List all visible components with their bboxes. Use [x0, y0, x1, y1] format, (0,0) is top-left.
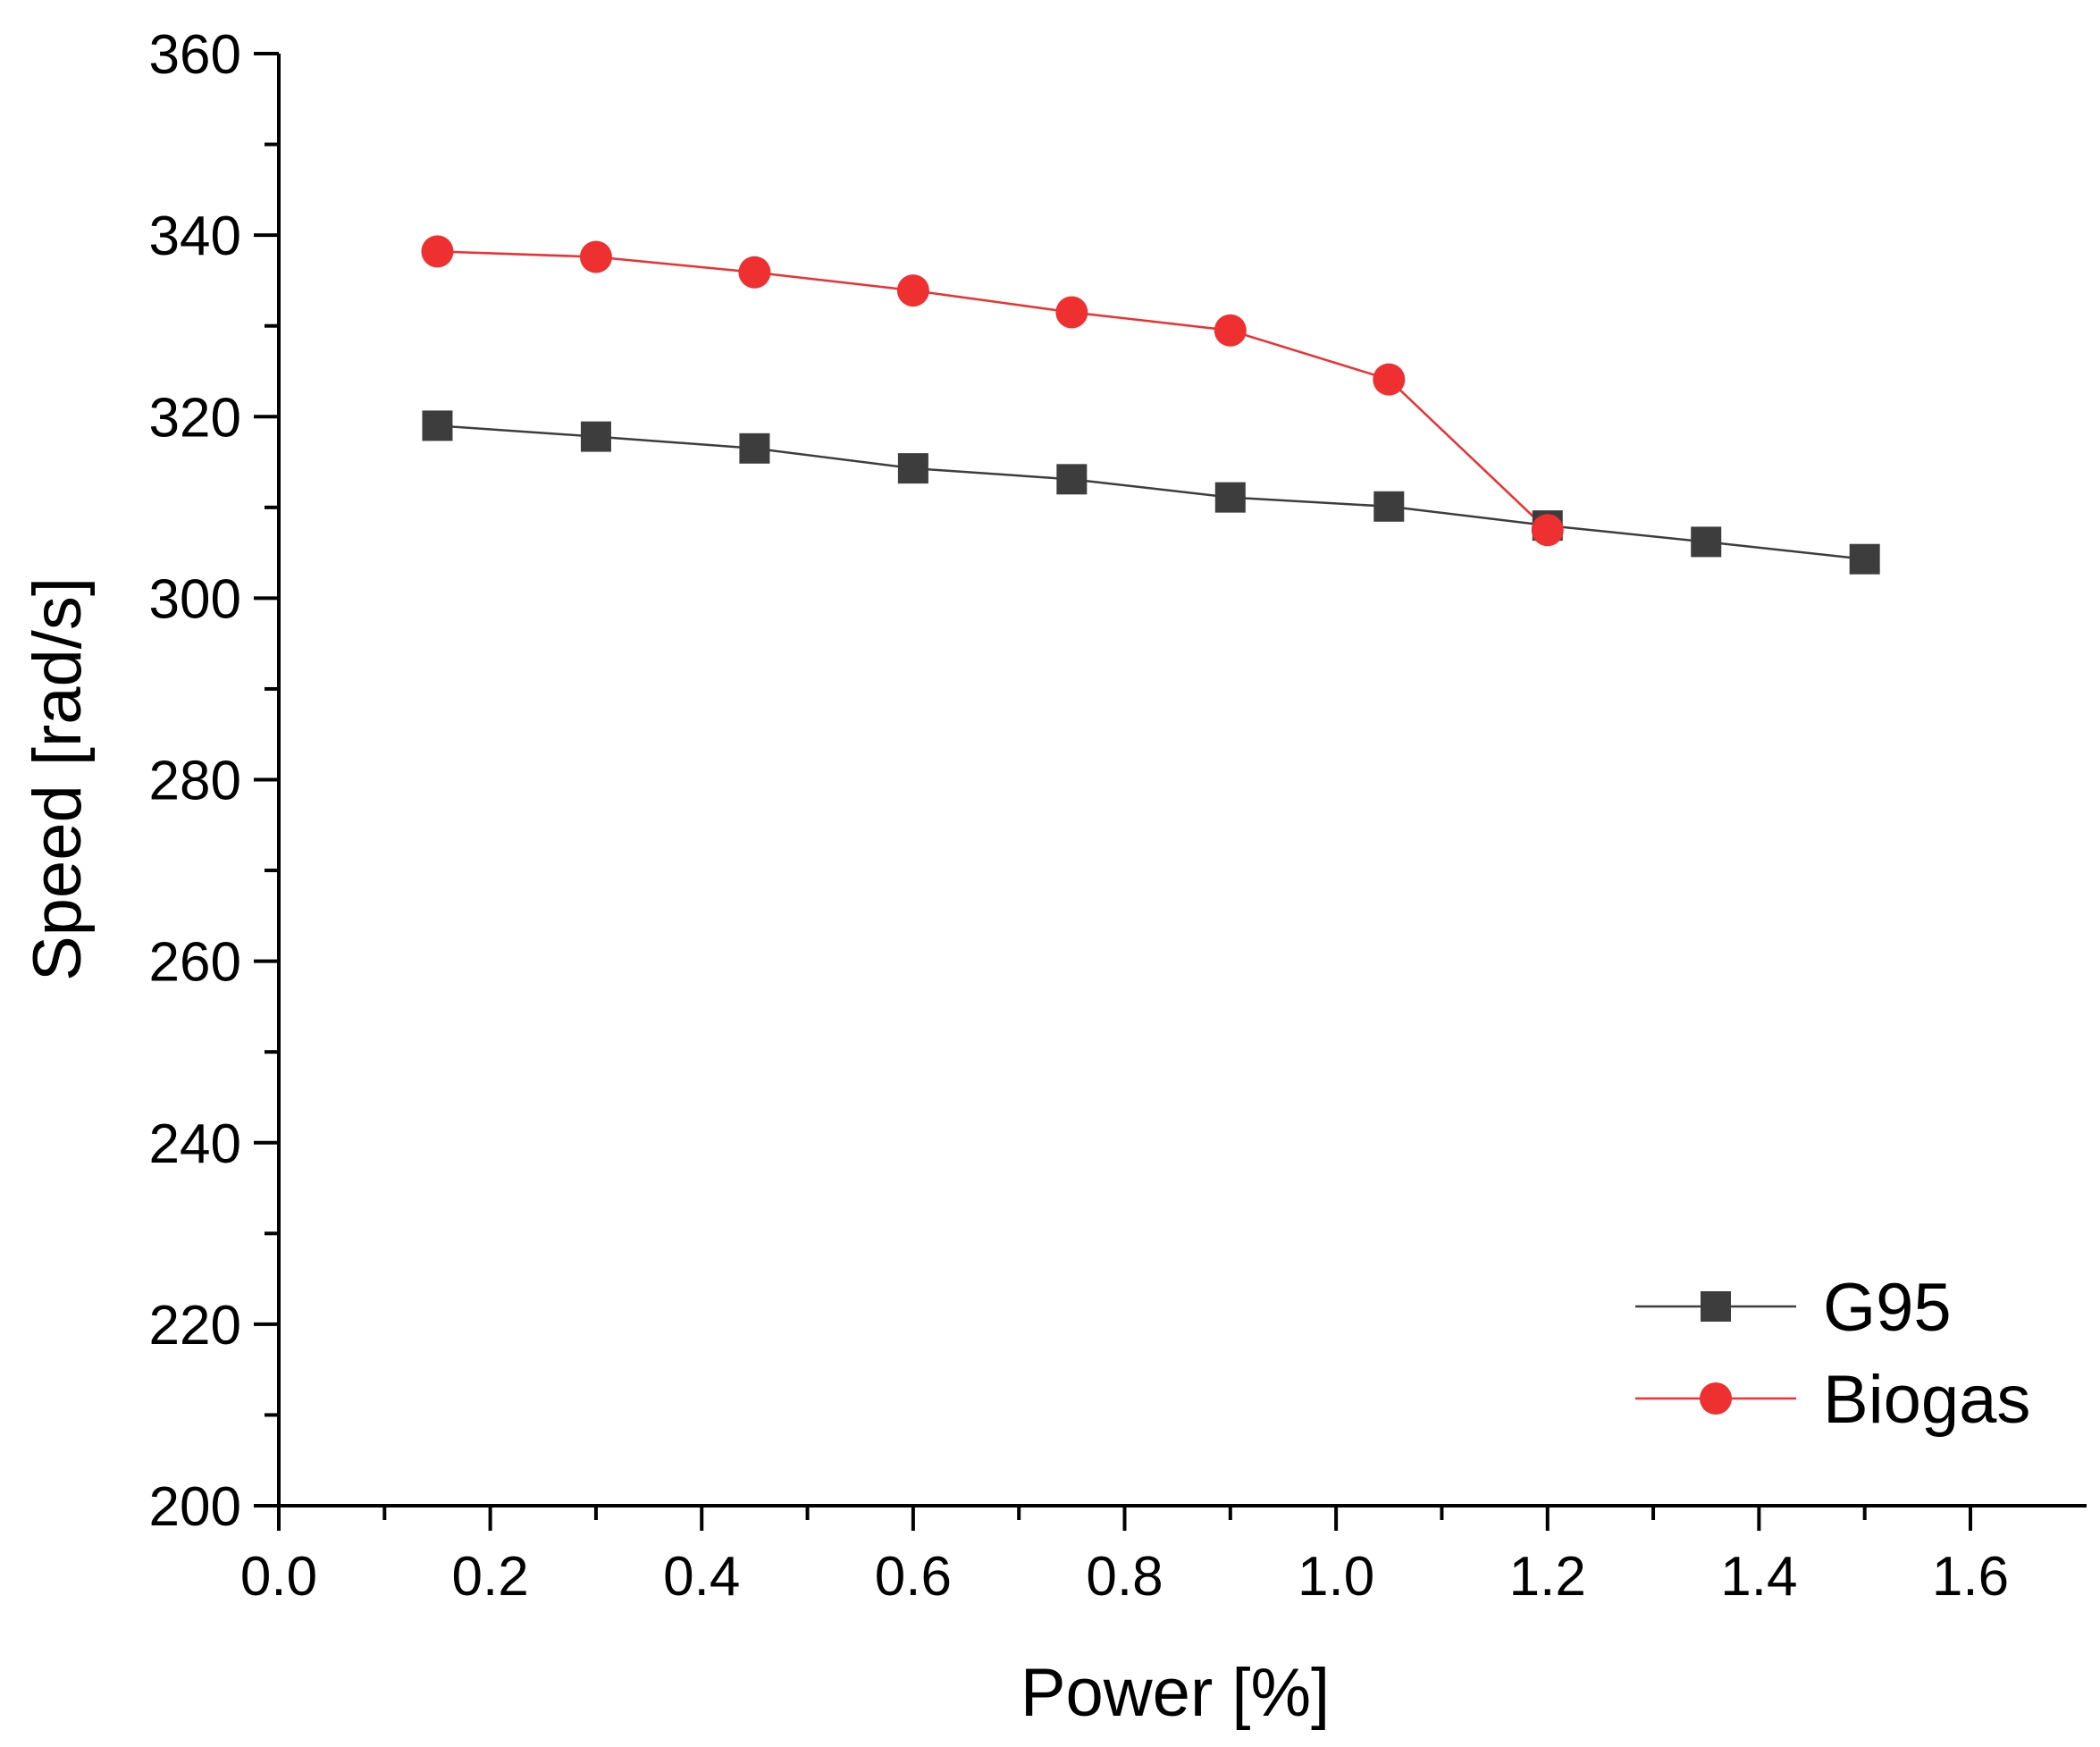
x-tick-label: 0.4	[663, 1546, 740, 1608]
x-tick-label: 1.2	[1509, 1546, 1586, 1608]
data-point-g95	[1056, 464, 1088, 495]
y-tick-label: 340	[149, 206, 241, 267]
y-tick-label: 320	[149, 387, 241, 449]
y-tick-label: 360	[149, 24, 241, 86]
series-line-biogas	[437, 250, 1549, 532]
data-point-biogas	[421, 235, 454, 268]
y-tick-label: 280	[149, 751, 241, 812]
y-tick-label: 300	[149, 568, 241, 630]
series-markers	[421, 235, 1880, 575]
legend-item-g95: G95	[1635, 1270, 1952, 1346]
data-point-g95	[739, 433, 770, 464]
data-point-biogas	[896, 274, 929, 307]
data-point-g95	[580, 421, 611, 452]
x-tick-label: 1.6	[1932, 1546, 2009, 1608]
data-point-g95	[1373, 491, 1405, 522]
data-point-g95	[1214, 482, 1246, 513]
y-axis-ticks: 200 220 240 260 280 300 320 340 360	[149, 24, 279, 1538]
x-axis-title: Power [%]	[1021, 1655, 1330, 1731]
plot-area: 200 220 240 260 280 300 320 340 360 0.0 0.2 0.4 0.6…	[149, 24, 2087, 1608]
x-tick-label: 0.6	[875, 1546, 952, 1608]
series-line-g95	[437, 424, 1865, 560]
data-point-biogas	[1531, 514, 1564, 547]
x-tick-label: 0.0	[240, 1546, 317, 1608]
data-point-g95	[1691, 526, 1722, 558]
x-tick-label: 1.4	[1720, 1546, 1797, 1608]
data-point-g95	[1849, 543, 1880, 575]
data-point-biogas	[579, 240, 612, 273]
y-tick-label: 240	[149, 1113, 241, 1175]
data-point-g95	[422, 410, 453, 441]
legend-marker-biogas	[1700, 1382, 1732, 1415]
x-tick-label: 0.8	[1086, 1546, 1163, 1608]
legend-item-biogas: Biogas	[1635, 1362, 2030, 1438]
data-point-biogas	[738, 256, 771, 289]
x-tick-label: 1.0	[1298, 1546, 1374, 1608]
data-point-biogas	[1214, 314, 1247, 347]
legend-label-g95: G95	[1823, 1270, 1952, 1346]
y-axis-title: Speed [rad/s]	[20, 577, 96, 981]
x-axis-ticks: 0.0 0.2 0.4 0.6 0.8 1.0 1.2 1.4 1.6	[240, 1506, 2009, 1608]
legend-marker-g95	[1701, 1291, 1731, 1322]
y-tick-label: 220	[149, 1295, 241, 1356]
data-point-g95	[897, 453, 928, 484]
legend: G95 Biogas	[1635, 1270, 2030, 1438]
data-point-biogas	[1055, 296, 1088, 329]
y-tick-label: 200	[149, 1476, 241, 1538]
x-tick-label: 0.2	[452, 1546, 529, 1608]
y-tick-label: 260	[149, 932, 241, 994]
legend-label-biogas: Biogas	[1823, 1362, 2030, 1438]
data-point-biogas	[1373, 363, 1406, 396]
series-lines	[437, 250, 1865, 560]
